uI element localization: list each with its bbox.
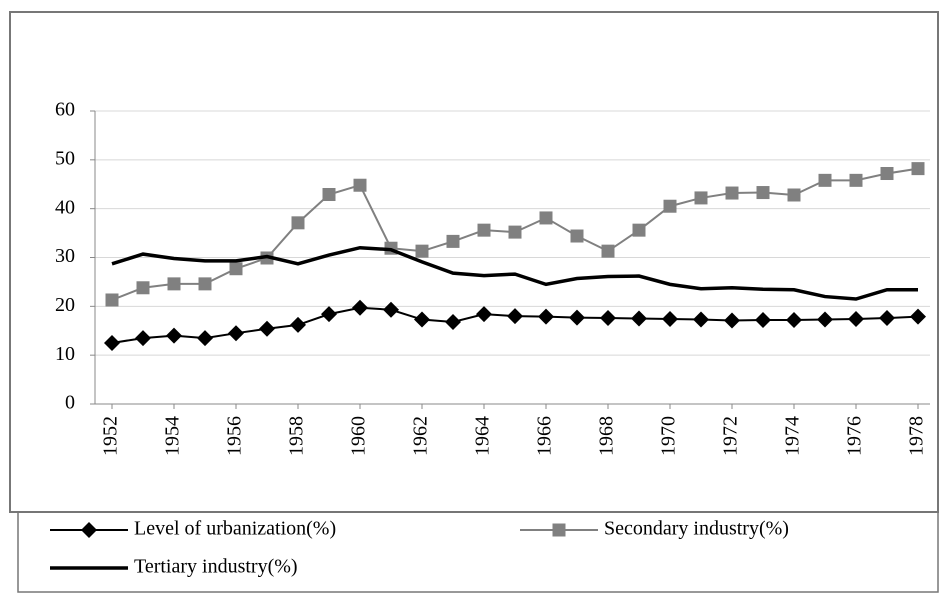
y-tick-label: 60	[55, 99, 75, 121]
y-tick-label: 50	[55, 147, 75, 169]
legend-marker	[81, 522, 97, 538]
data-point	[787, 188, 801, 202]
data-point	[198, 277, 212, 291]
data-point	[570, 229, 584, 243]
data-point	[600, 310, 616, 327]
data-point	[135, 330, 151, 347]
data-point	[663, 199, 677, 213]
y-tick-label: 10	[55, 343, 75, 365]
data-point	[507, 308, 523, 325]
data-point	[693, 311, 709, 328]
data-point	[849, 173, 863, 187]
data-point	[631, 310, 647, 327]
legend-label: Level of urbanization(%)	[134, 518, 336, 540]
data-point	[322, 188, 336, 202]
data-point	[104, 334, 120, 351]
data-point	[383, 301, 399, 318]
data-point	[166, 327, 182, 344]
data-point	[880, 167, 894, 181]
data-point	[879, 310, 895, 327]
legend-label: Tertiary industry(%)	[134, 556, 298, 578]
data-point	[228, 325, 244, 342]
data-point	[352, 299, 368, 316]
data-point	[414, 311, 430, 328]
x-tick-label: 1978	[906, 416, 928, 456]
x-tick-label: 1966	[534, 416, 556, 456]
data-point	[291, 216, 305, 230]
data-point	[259, 320, 275, 337]
x-tick-label: 1952	[100, 416, 122, 456]
data-point	[818, 173, 832, 187]
data-point	[910, 308, 926, 325]
x-tick-label: 1954	[162, 416, 184, 456]
data-point	[539, 211, 553, 225]
legend-box	[17, 511, 939, 593]
data-point	[353, 178, 367, 192]
data-point	[476, 306, 492, 323]
data-point	[445, 313, 461, 330]
data-point	[477, 223, 491, 237]
x-tick-label: 1960	[348, 416, 370, 456]
legend-marker	[552, 523, 566, 537]
data-point	[848, 311, 864, 328]
data-point	[229, 262, 243, 276]
legend-label: Secondary industry(%)	[604, 518, 789, 540]
data-point	[136, 281, 150, 295]
data-point	[786, 312, 802, 329]
y-tick-label: 0	[65, 392, 75, 414]
y-tick-label: 40	[55, 196, 75, 218]
data-point	[725, 186, 739, 200]
data-point	[290, 316, 306, 333]
x-tick-label: 1970	[658, 416, 680, 456]
x-tick-label: 1974	[782, 416, 804, 456]
data-point	[632, 223, 646, 237]
data-point	[694, 191, 708, 205]
x-tick-label: 1976	[844, 416, 866, 456]
x-tick-label: 1958	[286, 416, 308, 456]
y-tick-label: 30	[55, 245, 75, 267]
data-point	[508, 225, 522, 239]
data-point	[415, 244, 429, 258]
y-tick-label: 20	[55, 294, 75, 316]
x-tick-label: 1972	[720, 416, 742, 456]
data-point	[569, 309, 585, 326]
data-point	[662, 311, 678, 328]
x-tick-label: 1968	[596, 416, 618, 456]
data-point	[724, 312, 740, 329]
data-point	[538, 308, 554, 325]
x-tick-label: 1962	[410, 416, 432, 456]
data-point	[197, 330, 213, 347]
data-point	[105, 293, 119, 307]
data-point	[911, 162, 925, 176]
data-point	[167, 277, 181, 291]
series-line	[111, 245, 918, 301]
data-point	[321, 306, 337, 323]
data-point	[817, 311, 833, 328]
data-point	[446, 234, 460, 248]
data-point	[756, 186, 770, 200]
x-tick-label: 1964	[472, 416, 494, 456]
data-point	[755, 312, 771, 329]
x-tick-label: 1956	[224, 416, 246, 456]
data-point	[601, 244, 615, 258]
